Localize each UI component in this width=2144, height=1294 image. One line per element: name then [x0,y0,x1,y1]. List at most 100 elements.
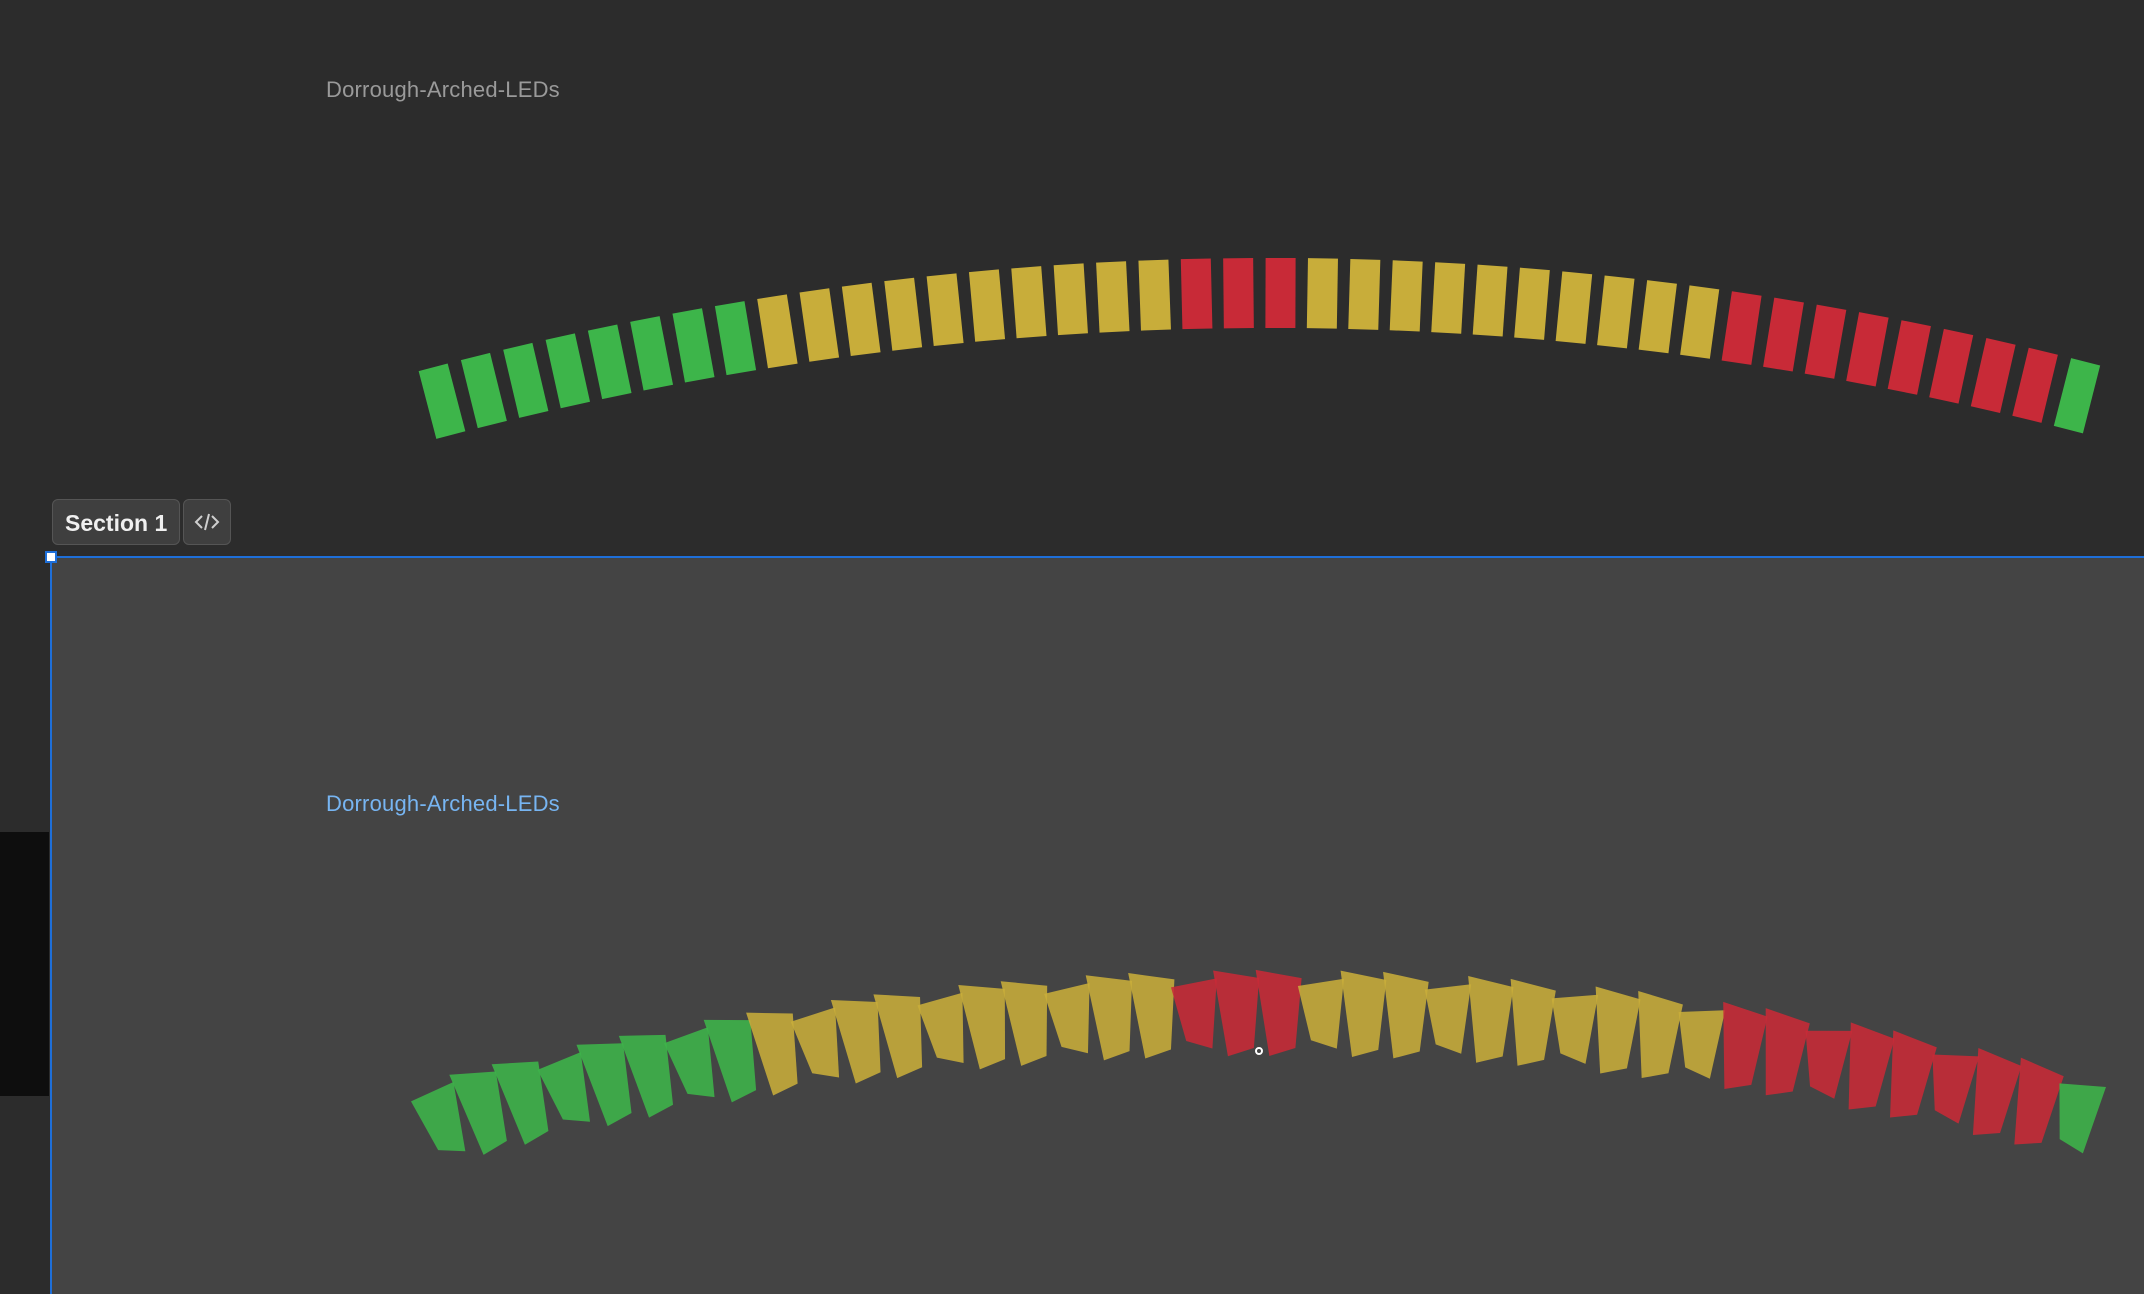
code-view-button[interactable] [183,499,231,545]
led-segment[interactable] [1044,983,1094,1056]
led-segment-red[interactable] [1846,312,1889,387]
led-segment-green[interactable] [630,316,674,391]
led-segment-red[interactable] [1213,970,1260,1057]
led-segment-green[interactable] [460,352,507,429]
led-segment[interactable] [1546,990,1599,1064]
led-segment[interactable] [1472,264,1508,337]
led-segment[interactable] [1795,1023,1853,1100]
led-segment-yellow[interactable] [1555,271,1593,344]
led-segment[interactable] [746,1006,805,1098]
led-segment[interactable] [714,301,757,376]
led-segment-yellow[interactable] [1504,978,1557,1069]
led-segment[interactable] [1011,266,1047,339]
led-segment-green[interactable] [491,1054,556,1148]
led-segment[interactable] [1421,982,1472,1054]
led-segment[interactable] [630,316,674,391]
led-segment[interactable] [1462,975,1514,1065]
led-segment[interactable] [449,1064,514,1159]
led-segment[interactable] [545,333,591,409]
arched-led-meter-bottom[interactable] [0,920,2144,1220]
led-segment-red[interactable] [1223,258,1254,329]
led-segment-yellow[interactable] [746,1006,805,1098]
led-segment-yellow[interactable] [1338,970,1387,1058]
led-segment[interactable] [1835,1022,1896,1115]
led-segment[interactable] [1670,1004,1726,1080]
led-segment-green[interactable] [2044,1076,2106,1155]
led-segment-yellow[interactable] [841,282,881,357]
led-segment-yellow[interactable] [830,994,888,1085]
led-segment[interactable] [790,1007,845,1083]
led-segment-yellow[interactable] [790,1007,845,1083]
led-segment-yellow[interactable] [1379,971,1429,1060]
led-segment-red[interactable] [1835,1022,1896,1115]
led-segment[interactable] [1876,1030,1938,1123]
led-segment-yellow[interactable] [1421,982,1472,1054]
led-segment-red[interactable] [1804,304,1847,379]
led-segment[interactable] [576,1035,639,1129]
led-segment[interactable] [1431,262,1466,334]
led-segment-yellow[interactable] [1297,978,1344,1049]
led-segment[interactable] [1959,1048,2023,1142]
led-segment-yellow[interactable] [1000,978,1053,1067]
led-segment-yellow[interactable] [1597,275,1635,349]
led-segment[interactable] [1752,1008,1811,1100]
led-segment-green[interactable] [587,324,632,400]
led-segment[interactable] [1555,271,1593,344]
led-segment[interactable] [2053,358,2101,434]
led-segment-yellow[interactable] [917,992,970,1067]
frame-title-bottom[interactable]: Dorrough-Arched-LEDs [326,791,560,816]
led-segment-red[interactable] [2012,347,2058,423]
led-segment[interactable] [799,288,840,362]
led-segment[interactable] [1846,312,1889,387]
led-segment-yellow[interactable] [958,981,1011,1071]
led-segment-yellow[interactable] [1096,261,1130,333]
led-segment-yellow[interactable] [926,273,964,347]
led-segment-yellow[interactable] [873,989,929,1080]
led-segment[interactable] [873,989,929,1080]
led-segment[interactable] [460,352,507,429]
led-segment[interactable] [1306,258,1338,329]
led-segment[interactable] [536,1052,596,1130]
led-segment[interactable] [1929,328,1974,404]
led-segment-yellow[interactable] [1138,259,1171,331]
led-segment[interactable] [1804,304,1847,379]
led-segment-yellow[interactable] [884,277,923,351]
led-segment-green[interactable] [663,1027,721,1104]
section-frame-selected[interactable] [50,556,2144,1294]
led-segment-yellow[interactable] [1680,285,1720,359]
led-segment[interactable] [418,363,466,439]
led-segment[interactable] [1096,261,1130,333]
led-segment-yellow[interactable] [968,269,1006,342]
led-segment[interactable] [926,273,964,347]
led-segment-red[interactable] [1763,297,1804,372]
led-segment-yellow[interactable] [1085,973,1136,1061]
led-segment-green[interactable] [449,1064,514,1159]
led-segment-yellow[interactable] [1670,1004,1726,1080]
led-segment[interactable] [2012,347,2058,423]
led-segment[interactable] [1887,320,1931,395]
led-segment-yellow[interactable] [1128,971,1177,1059]
led-segment[interactable] [1680,285,1720,359]
led-segment-yellow[interactable] [1348,258,1381,330]
led-segment[interactable] [1223,258,1254,329]
led-segment[interactable] [1128,971,1177,1059]
led-segment[interactable] [491,1054,556,1148]
led-segment[interactable] [1180,258,1213,330]
led-segment[interactable] [1255,969,1302,1056]
led-segment[interactable] [1053,263,1088,336]
led-segment-red[interactable] [1170,978,1219,1049]
arched-led-meter-top[interactable] [0,200,2144,500]
led-segment-red[interactable] [1721,291,1762,365]
led-segment-yellow[interactable] [1389,260,1423,332]
led-segment-green[interactable] [618,1027,681,1120]
led-segment[interactable] [958,981,1011,1071]
led-segment[interactable] [1504,978,1557,1069]
led-segment-green[interactable] [536,1052,596,1130]
led-segment[interactable] [1628,990,1684,1082]
led-segment[interactable] [917,992,970,1067]
led-segment[interactable] [1379,971,1429,1060]
led-segment-green[interactable] [2053,358,2101,434]
led-segment[interactable] [2001,1057,2066,1152]
led-segment[interactable] [1970,338,2016,413]
led-segment[interactable] [1514,267,1550,340]
